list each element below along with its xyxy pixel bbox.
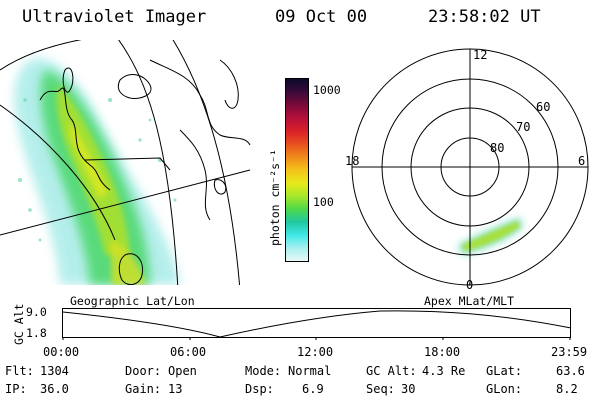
status-dsp-label: Dsp: [245,382,274,396]
lat-label-80: 80 [490,141,504,155]
polar-aurora-inner [462,221,520,251]
xtick-0000: 00:00 [43,345,80,359]
status-gain-label: Gain: [125,382,162,396]
status-filter-label: Flt: [5,364,34,378]
coastline-9 [219,59,239,109]
status-mode-label: Mode: [245,364,282,378]
colorbar-tick-1000: 1000 [313,83,341,97]
aurora-band-south [110,240,145,285]
status-door-value: Open [168,364,197,378]
status-door-label: Door: [125,364,162,378]
instrument-title: Ultraviolet Imager [22,7,207,27]
status-gcalt-label: GC Alt: [366,364,417,378]
altitude-plot [62,308,572,340]
meridian-line-3 [0,40,82,71]
coastline-8 [84,157,171,171]
mlt-label-0: 0 [466,278,473,292]
status-dsp-value: 6.9 [302,382,324,396]
coastline-2 [62,67,74,93]
xtick-1200: 12:00 [297,345,334,359]
xtick-2359: 23:59 [551,345,588,359]
altitude-curve [62,310,572,338]
status-seq-value: 30 [401,382,416,396]
colorbar [285,78,309,262]
lat-label-70: 70 [516,120,530,134]
lat-label-60: 60 [536,100,550,114]
status-ip-value: 36.0 [40,382,69,396]
status-glat-label: GLat: [486,364,523,378]
mlt-label-6: 6 [578,154,585,168]
geo-panel-label: Geographic Lat/Lon [70,294,195,308]
meridian-line-1 [118,40,179,285]
colorbar-unit-label: photon cm⁻²s⁻¹ [268,149,282,246]
xtick-1800: 18:00 [424,345,461,359]
status-glat-value: 63.6 [556,364,585,378]
status-glon-label: GLon: [486,382,523,396]
xtick-0600: 06:00 [170,345,207,359]
coastline-7 [213,179,227,195]
coastline-6 [118,253,144,285]
observation-date: 09 Oct 00 [275,7,368,27]
mlt-label-18: 18 [345,154,359,168]
status-seq-label: Seq: [366,382,395,396]
status-ip-label: IP: [5,382,27,396]
coastline-1 [39,87,111,191]
geographic-image [0,40,251,285]
colorbar-tick-100: 100 [313,195,334,209]
altitude-ymin: 1.8 [26,326,47,340]
colorbar-gradient [286,79,308,261]
latitude-line-2 [0,104,116,241]
coastline-3 [149,59,251,146]
polar-panel-label: Apex MLat/MLT [424,294,515,308]
status-gcalt-value: 4.3 Re [422,364,466,378]
mlt-label-12: 12 [473,48,487,62]
status-mode-value: Normal [288,364,332,378]
altitude-ymax: 9.0 [26,305,47,319]
status-gain-value: 13 [168,382,183,396]
altitude-plot-frame [62,308,571,338]
status-glon-value: 8.2 [556,382,578,396]
meridian-line-2 [172,40,241,285]
polar-plot: 12 18 6 0 60 70 80 [345,48,589,292]
coastline-4 [117,74,152,99]
altitude-ylabel: GC Alt [12,303,26,345]
coastline-5 [179,129,211,221]
latitude-line-1 [0,169,251,236]
status-filter-value: 1304 [40,364,69,378]
observation-time: 23:58:02 UT [428,7,541,27]
